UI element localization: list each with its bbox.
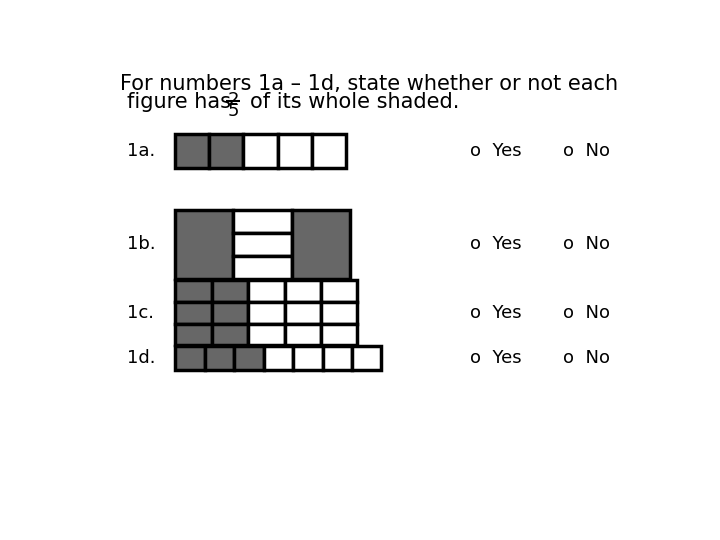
- Text: o  No: o No: [563, 303, 610, 322]
- Text: For numbers 1a – 1d, state whether or not each: For numbers 1a – 1d, state whether or no…: [120, 74, 618, 94]
- Bar: [212, 280, 248, 302]
- Bar: [312, 134, 346, 168]
- Text: 1a.: 1a.: [127, 142, 156, 160]
- Text: o  No: o No: [563, 142, 610, 160]
- Bar: [321, 280, 357, 302]
- Text: o  Yes: o Yes: [469, 235, 521, 253]
- Bar: [212, 302, 248, 323]
- Bar: [204, 346, 234, 370]
- Bar: [321, 302, 357, 323]
- Text: figure has: figure has: [127, 92, 231, 112]
- Text: o  Yes: o Yes: [469, 142, 521, 160]
- Bar: [175, 134, 210, 168]
- Text: of its whole shaded.: of its whole shaded.: [251, 92, 460, 112]
- Bar: [233, 256, 292, 279]
- Bar: [175, 210, 233, 279]
- Bar: [248, 323, 284, 345]
- Bar: [248, 302, 284, 323]
- Text: 5: 5: [228, 102, 239, 120]
- Bar: [234, 346, 264, 370]
- Bar: [277, 134, 312, 168]
- Bar: [352, 346, 382, 370]
- Bar: [323, 346, 352, 370]
- Text: o  No: o No: [563, 349, 610, 367]
- Text: o  Yes: o Yes: [469, 349, 521, 367]
- Text: 1d.: 1d.: [127, 349, 156, 367]
- Text: o  No: o No: [563, 235, 610, 253]
- Bar: [175, 302, 212, 323]
- Bar: [284, 323, 321, 345]
- Bar: [321, 323, 357, 345]
- Bar: [233, 233, 292, 256]
- Bar: [175, 280, 212, 302]
- Bar: [233, 210, 292, 233]
- Bar: [284, 302, 321, 323]
- Text: 2: 2: [228, 91, 239, 109]
- Text: 1b.: 1b.: [127, 235, 156, 253]
- Bar: [212, 323, 248, 345]
- Bar: [284, 280, 321, 302]
- Bar: [243, 134, 277, 168]
- Bar: [293, 346, 323, 370]
- Bar: [292, 210, 350, 279]
- Bar: [248, 280, 284, 302]
- Bar: [264, 346, 293, 370]
- Bar: [175, 346, 204, 370]
- Bar: [210, 134, 243, 168]
- Text: 1c.: 1c.: [127, 303, 154, 322]
- Text: o  Yes: o Yes: [469, 303, 521, 322]
- Bar: [175, 323, 212, 345]
